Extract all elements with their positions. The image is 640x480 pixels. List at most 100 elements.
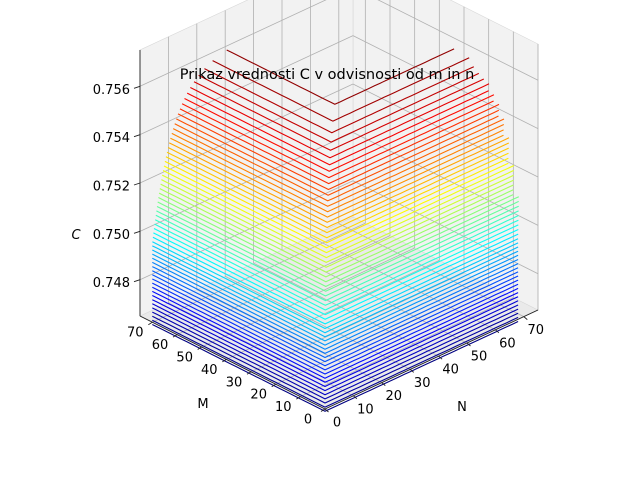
- contour-line: [184, 94, 495, 172]
- y-tick: [320, 408, 326, 412]
- contour-line: [159, 184, 514, 273]
- z-tick-label: 0.756: [93, 83, 130, 98]
- z-axis-label: C: [71, 228, 81, 243]
- x-tick-label: 0: [333, 416, 341, 431]
- chart-title: Prikaz vrednosti C v odvisnosti od m in …: [180, 67, 475, 83]
- z-tick-label: 0.752: [93, 180, 130, 195]
- contour-line: [152, 312, 519, 404]
- contour-line: [186, 90, 489, 166]
- gridline: [139, 180, 354, 281]
- z-tick-label: 0.750: [93, 228, 130, 243]
- x-tick-label: 60: [499, 336, 516, 351]
- y-tick-label: 0: [304, 413, 312, 428]
- x-axis-line: [324, 309, 539, 410]
- gridline: [168, 302, 354, 397]
- gridline: [139, 35, 354, 135]
- y-tick-label: 50: [176, 351, 193, 366]
- contour-line: [212, 57, 470, 122]
- z-tick: [133, 85, 141, 89]
- y-tick-label: 70: [127, 326, 144, 341]
- contour-line: [161, 169, 514, 259]
- contour-line: [168, 137, 510, 223]
- gridline: [225, 276, 411, 370]
- gridline: [196, 289, 382, 383]
- y-tick-label: 40: [201, 363, 218, 378]
- contour-line: [161, 174, 514, 263]
- contour-line: [152, 263, 519, 354]
- contour-line: [152, 233, 519, 325]
- contour-line: [153, 224, 519, 316]
- contour-line: [152, 316, 519, 408]
- contour-line: [193, 78, 485, 151]
- x-tick: [353, 395, 358, 400]
- y-tick: [246, 371, 252, 375]
- contour-line: [204, 66, 475, 134]
- y-axis-label: M: [197, 397, 208, 412]
- axis-ticks: 0 10 20 30 40 50 60 70 0 10 20 30 40 50 60 70 0.748 0.750…: [93, 50, 544, 431]
- contour-line: [164, 157, 509, 244]
- contour-line: [179, 103, 500, 185]
- contour-line: [155, 210, 519, 302]
- x-tick: [324, 408, 329, 413]
- x-tick-label: 70: [528, 323, 545, 338]
- contour-line: [165, 152, 509, 239]
- x-tick-label: 40: [442, 363, 459, 378]
- x-tick: [523, 316, 528, 320]
- contour-line: [152, 271, 519, 363]
- y-tick: [148, 321, 153, 326]
- contour-line: [152, 304, 519, 396]
- y-axis-line: [139, 315, 326, 410]
- z-tick: [133, 182, 141, 186]
- y-tick-label: 10: [275, 400, 292, 415]
- y-tick: [271, 383, 276, 388]
- z-tick-label: 0.748: [93, 276, 130, 291]
- contour-line: [226, 48, 455, 105]
- contour-line: [171, 129, 504, 213]
- contour-line: [152, 292, 519, 383]
- gridline: [377, 0, 539, 81]
- contour-line: [160, 179, 514, 268]
- x-tick-label: 50: [471, 350, 488, 365]
- contour-line: [152, 254, 519, 346]
- x-tick: [438, 355, 443, 360]
- contour-line: [152, 238, 519, 330]
- z-tick: [133, 134, 141, 138]
- contour-line: [174, 118, 505, 202]
- contour-line: [170, 134, 504, 218]
- gridline: [300, 297, 514, 397]
- contour-line: [152, 300, 519, 392]
- y-tick-label: 30: [226, 375, 243, 390]
- contour-line: [156, 205, 519, 297]
- x-tick: [409, 369, 414, 373]
- contour-line: [152, 283, 519, 375]
- contour-line: [154, 219, 519, 311]
- y-tick-label: 60: [152, 338, 169, 353]
- y-tick: [197, 346, 202, 350]
- x-tick-label: 10: [357, 402, 374, 417]
- axes-panes: [139, 0, 539, 410]
- contour-line: [152, 267, 519, 359]
- contour-line: [167, 142, 510, 229]
- x-tick: [495, 329, 500, 334]
- contour-line: [152, 308, 519, 400]
- contour-line: [157, 196, 520, 288]
- x-tick-label: 30: [414, 376, 431, 391]
- contour-line: [152, 279, 519, 371]
- contour-line: [154, 215, 519, 306]
- contour-line: [152, 242, 519, 334]
- contour-line: [163, 162, 509, 249]
- z-tick: [133, 230, 141, 234]
- x-tick-label: 20: [386, 389, 403, 404]
- gridline: [352, 83, 539, 178]
- contour-line: [158, 194, 514, 283]
- gridline: [226, 260, 440, 360]
- contour-line: [190, 83, 490, 159]
- contour-line: [152, 287, 519, 379]
- y-tick-label: 20: [250, 388, 267, 403]
- z-tick-label: 0.754: [93, 131, 130, 146]
- contour-line: [181, 100, 494, 179]
- contour-line: [152, 296, 519, 388]
- gridline: [152, 222, 366, 323]
- contour-line: [158, 189, 514, 278]
